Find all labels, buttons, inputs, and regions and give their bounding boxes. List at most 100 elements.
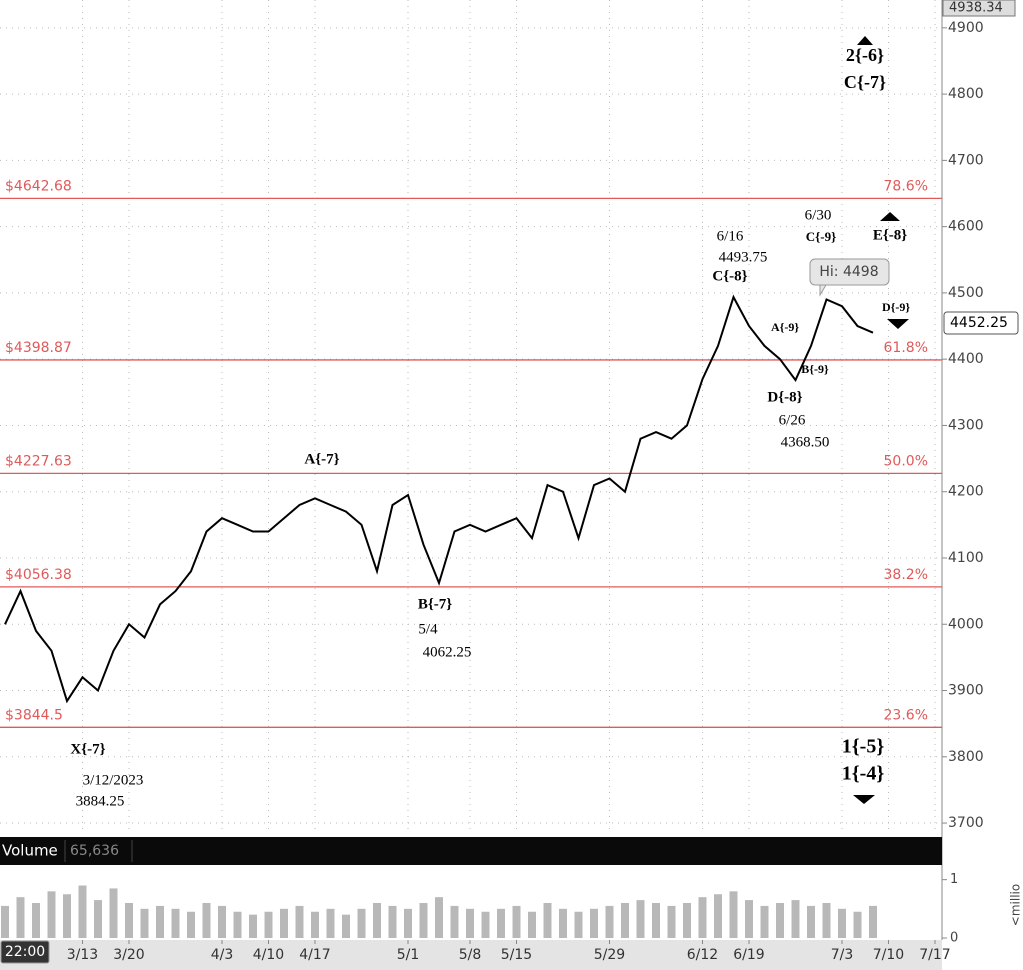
wave-annotation: D{-8}: [767, 389, 802, 405]
time-label: 22:00: [5, 944, 45, 960]
x-tick-label: 4/10: [253, 947, 284, 963]
volume-bar: [295, 905, 304, 938]
volume-bar: [590, 908, 598, 938]
volume-current: 65,636: [70, 843, 119, 859]
y-tick-label: 4400: [948, 351, 984, 367]
y-tick-label: 3900: [948, 683, 984, 699]
arrow-up: [880, 212, 900, 221]
price-line: [4, 294, 874, 704]
volume-bar: [388, 905, 397, 938]
volume-bar: [838, 908, 846, 938]
wave-annotation: 4062.25: [423, 644, 472, 660]
volume-bar: [574, 911, 583, 938]
fib-ratio-label: 38.2%: [884, 567, 928, 583]
wave-annotation: 6/16: [717, 228, 744, 244]
annotations: 2{-6} C{-7} 6/30 C{-9} E{-8} 6/16 4493.75 C{-8}…: [70, 45, 910, 809]
x-tick-label: 4/3: [211, 947, 234, 963]
volume-bar: [776, 903, 784, 938]
volume-bar: [543, 903, 552, 938]
y-tick-label: 4000: [948, 616, 984, 632]
wave-annotation: B{-7}: [418, 596, 452, 612]
volume-bar: [280, 908, 288, 938]
volume-bar: [621, 903, 629, 938]
volume-bar: [636, 900, 645, 938]
high-label: Hi: 4498: [819, 264, 878, 280]
y-tick-label: 4600: [948, 219, 984, 235]
volume-bar: [1, 905, 9, 938]
wave-annotation: 1{-4}: [842, 763, 885, 785]
volume-bar: [822, 903, 831, 938]
time-badge: [0, 940, 50, 964]
wave-annotation: 3884.25: [76, 793, 125, 809]
volume-bar: [745, 900, 753, 938]
volume-bar: [140, 908, 149, 938]
fib-price-label: $4056.38: [5, 567, 72, 583]
volume-bar: [450, 905, 459, 938]
volume-bar: [218, 905, 226, 938]
y-tick-label: 1: [950, 872, 958, 887]
last-price: 4452.25: [950, 315, 1008, 331]
fib-levels: $4642.68 78.6% $4398.87 61.8% $4227.63 50.0% $…: [0, 178, 942, 728]
wave-annotation: E{-8}: [873, 227, 907, 243]
volume-bar: [698, 897, 707, 938]
x-tick-label: 5/29: [594, 947, 625, 963]
price-axis-panel: [942, 0, 1023, 970]
volume-bar: [32, 903, 40, 938]
volume-bar: [342, 914, 350, 938]
wave-annotation: A{-9}: [771, 320, 799, 334]
grid: 3700 3800 3900 4000 4100 4200 4300 4400 4500 4600…: [0, 0, 984, 833]
fib-price-label: $4398.87: [5, 340, 72, 356]
volume-bar: [249, 914, 257, 938]
volume-bar: [559, 908, 567, 938]
volume-bar: [202, 903, 211, 938]
volume-header: [0, 837, 942, 865]
volume-bar: [466, 908, 474, 938]
x-tick-label: 7/17: [919, 947, 950, 963]
x-tick-label: 5/8: [459, 947, 482, 963]
volume-bar: [125, 903, 133, 938]
volume-bar: [667, 905, 676, 938]
plot: [4, 294, 874, 704]
wave-annotation: D{-9}: [882, 300, 910, 314]
fib-price-label: $4642.68: [5, 178, 72, 194]
x-tick-label: 7/10: [873, 947, 904, 963]
wave-annotation: 6/26: [779, 412, 806, 428]
volume-bar: [156, 905, 164, 938]
volume-bar: [853, 911, 862, 938]
fib-price-label: $4227.63: [5, 453, 72, 469]
volume-bar: [528, 911, 536, 938]
volume-pane: 01: [1, 872, 958, 946]
y-tick-label: 3700: [948, 815, 984, 831]
x-tick-label: 5/15: [501, 947, 532, 963]
volume-bar: [481, 911, 490, 938]
volume-title: Volume: [2, 842, 58, 860]
fib-ratio-label: 78.6%: [884, 178, 928, 194]
volume-bar: [326, 908, 335, 938]
arrow-up: [857, 36, 873, 45]
volume-bar: [729, 891, 738, 938]
x-tick-label: 3/20: [113, 947, 144, 963]
wave-annotation: 2{-6}: [846, 45, 884, 65]
wave-annotation: 4368.50: [781, 434, 830, 450]
volume-bar: [187, 911, 195, 938]
volume-bar: [47, 891, 56, 938]
wave-annotation: C{-9}: [806, 229, 836, 244]
volume-bar: [264, 911, 273, 938]
wave-annotation: X{-7}: [70, 741, 105, 757]
wave-annotation: 5/4: [418, 621, 438, 637]
wave-annotation: 4493.75: [719, 249, 768, 265]
volume-bar: [869, 905, 877, 938]
volume-bar: [404, 908, 412, 938]
volume-bar: [357, 908, 366, 938]
volume-bar: [652, 903, 660, 938]
wave-annotation: C{-7}: [844, 72, 886, 92]
volume-bar: [78, 885, 87, 938]
axis-top-badge: [942, 0, 1016, 17]
wave-annotation: 1{-5}: [842, 736, 885, 758]
volume-bar: [807, 905, 815, 938]
volume-bar: [171, 908, 180, 938]
x-tick-label: 7/3: [831, 947, 854, 963]
wave-annotation: A{-7}: [304, 451, 339, 467]
volume-bar: [512, 905, 521, 938]
